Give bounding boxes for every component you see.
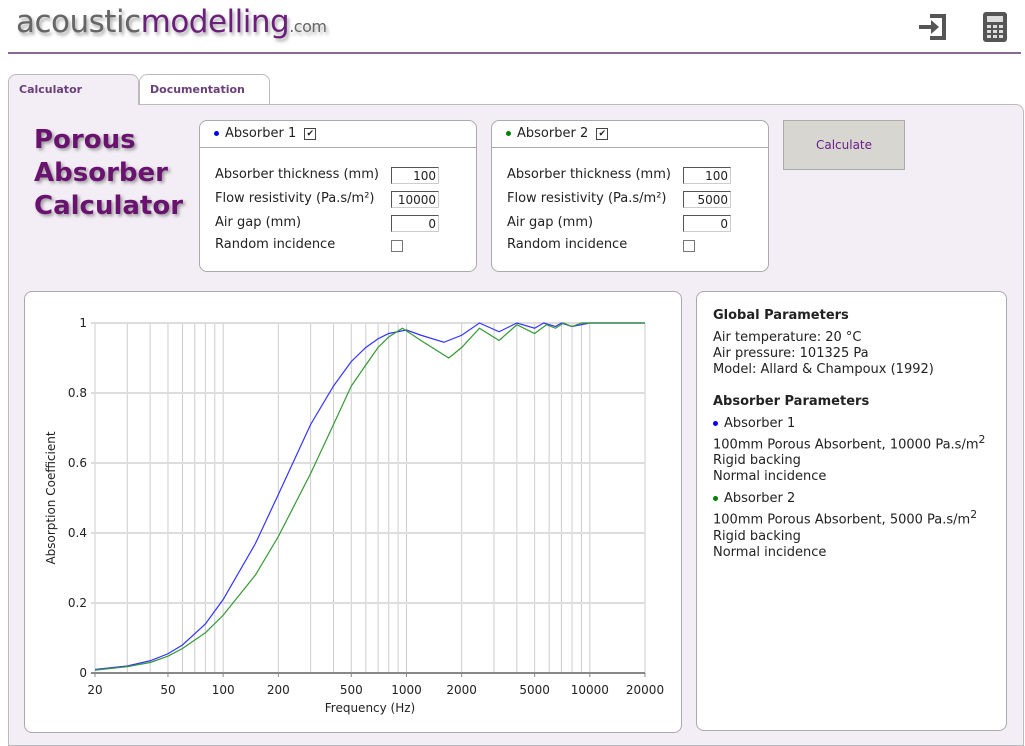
absorber-1-flow-input[interactable]: 10000 — [391, 191, 439, 208]
x-tick-label: 100 — [212, 683, 235, 697]
login-icon[interactable] — [916, 10, 950, 44]
air-temperature: Air temperature: 20 °C — [713, 330, 862, 345]
y-tick-label: 0.6 — [68, 456, 87, 470]
logo-text: .com — [289, 17, 327, 36]
x-tick-label: 1000 — [391, 683, 422, 697]
info-absorber-1-desc: 100mm Porous Absorbent, 10000 Pa.s/m — [713, 437, 979, 453]
absorber-1-random-checkbox[interactable] — [391, 240, 403, 252]
x-axis-label: Frequency (Hz) — [325, 701, 416, 715]
absorption-chart: 0 0.2 0.4 0.6 0.8 1 20 50 100 200 500 1000 2000 5000 1… — [44, 316, 664, 715]
y-tick-label: 0.2 — [68, 596, 87, 610]
gap-label: Air gap (mm) — [507, 215, 594, 230]
calculator-icon[interactable] — [978, 10, 1012, 44]
absorber-1-color-dot — [214, 131, 219, 136]
air-pressure: Air pressure: 101325 Pa — [713, 346, 869, 361]
calculate-button[interactable]: Calculate — [783, 120, 905, 170]
absorber-1-label: Absorber 1 — [225, 126, 297, 141]
page-title: Porous Absorber Calculator — [34, 124, 183, 223]
series-line-absorber-1 — [94, 322, 645, 671]
info-absorber-2-name: Absorber 2 — [724, 491, 796, 507]
absorber-2-dot — [713, 496, 718, 502]
absorber-1-panel: Absorber 1 ✔ Absorber thickness (mm) 100 … — [199, 120, 477, 272]
absorber-1-thickness-input[interactable]: 100 — [391, 167, 439, 184]
logo-text: modelling — [140, 4, 290, 40]
y-tick-label: 0 — [79, 666, 87, 680]
header-divider — [8, 52, 1021, 54]
info-absorber-1-backing: Rigid backing — [713, 453, 801, 469]
absorber-2-panel: Absorber 2 ✔ Absorber thickness (mm) 100 … — [491, 120, 769, 272]
x-tick-label: 500 — [340, 683, 363, 697]
thickness-label: Absorber thickness (mm) — [507, 167, 671, 182]
superscript: 2 — [978, 433, 986, 446]
flow-label: Flow resistivity (Pa.s/m²) — [507, 191, 667, 206]
info-absorber-1-name: Absorber 1 — [724, 416, 796, 431]
x-tick-label: 50 — [160, 683, 175, 697]
logo-text: acoustic — [16, 4, 141, 40]
random-label: Random incidence — [507, 237, 628, 252]
random-label: Random incidence — [215, 237, 336, 252]
absorber-2-flow-input[interactable]: 5000 — [683, 191, 731, 208]
tab-calculator[interactable]: Calculator — [8, 74, 139, 105]
info-absorber-2-incidence: Normal incidence — [713, 544, 827, 560]
info-absorber-2-desc: 100mm Porous Absorbent, 5000 Pa.s/m — [713, 512, 971, 528]
title-line: Calculator — [34, 191, 184, 221]
absorber-2-label: Absorber 2 — [517, 126, 589, 141]
y-axis-label: Absorption Coefficient — [44, 431, 58, 564]
x-tick-label: 2000 — [446, 683, 477, 697]
absorber-2-gap-input[interactable]: 0 — [683, 215, 731, 232]
global-parameters-heading: Global Parameters — [713, 308, 849, 323]
superscript: 2 — [970, 508, 978, 522]
parameters-panel: Global Parameters Air temperature: 20 °C… — [696, 291, 1007, 731]
tab-documentation[interactable]: Documentation — [139, 74, 270, 104]
absorber-2-color-dot — [506, 131, 511, 136]
thickness-label: Absorber thickness (mm) — [215, 167, 379, 182]
title-line: Absorber — [34, 158, 168, 188]
chart-panel: 0 0.2 0.4 0.6 0.8 1 20 50 100 200 500 1000 2000 5000 1… — [24, 291, 682, 733]
gap-label: Air gap (mm) — [215, 215, 302, 230]
absorber-2-enable-checkbox[interactable]: ✔ — [596, 127, 609, 140]
x-tick-label: 10000 — [571, 683, 609, 697]
absorber-1-gap-input[interactable]: 0 — [391, 215, 439, 232]
series-line-absorber-2 — [94, 322, 645, 671]
absorber-2-random-checkbox[interactable] — [683, 240, 695, 252]
x-tick-label: 200 — [267, 683, 290, 697]
site-logo[interactable]: acousticmodelling.com — [16, 4, 327, 40]
info-absorber-2-backing: Rigid backing — [713, 528, 801, 544]
y-tick-label: 0.4 — [68, 526, 87, 540]
absorber-1-dot — [713, 421, 718, 426]
y-tick-label: 1 — [79, 316, 87, 330]
info-absorber-1-incidence: Normal incidence — [713, 469, 827, 485]
title-line: Porous — [34, 125, 136, 155]
x-tick-label: 5000 — [519, 683, 550, 697]
x-tick-label: 20000 — [626, 683, 664, 697]
absorber-parameters-heading: Absorber Parameters — [713, 394, 870, 409]
absorber-1-enable-checkbox[interactable]: ✔ — [304, 127, 317, 140]
flow-label: Flow resistivity (Pa.s/m²) — [215, 191, 375, 206]
model: Model: Allard & Champoux (1992) — [713, 362, 934, 377]
absorber-2-thickness-input[interactable]: 100 — [683, 167, 731, 184]
x-tick-label: 20 — [87, 683, 102, 697]
y-tick-label: 0.8 — [68, 386, 87, 400]
